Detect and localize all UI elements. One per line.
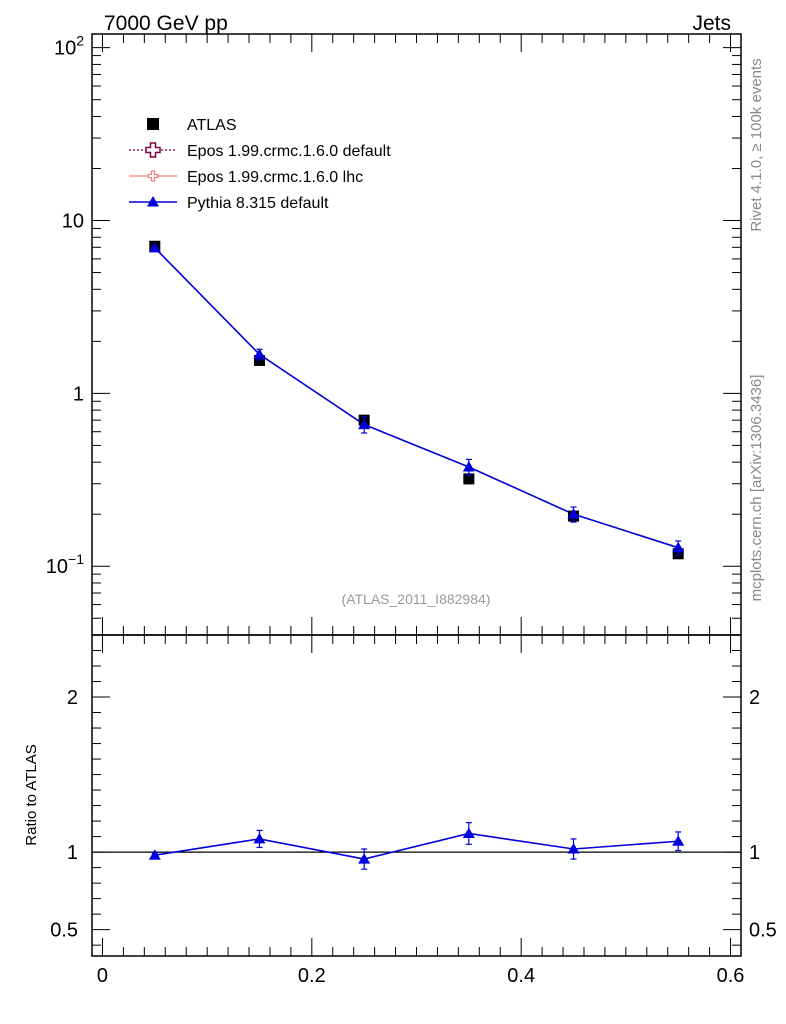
pythia-point — [462, 461, 475, 472]
ratio-ytick-label-right: 1 — [749, 842, 760, 864]
ratio-frame — [91, 634, 742, 957]
atlas-point — [463, 473, 475, 485]
main-series — [148, 240, 685, 560]
pythia-point — [358, 418, 371, 430]
legend-label: ATLAS — [187, 117, 237, 134]
header-right: Jets — [692, 12, 731, 35]
ratio-xtick-label: 0.4 — [507, 965, 535, 987]
legend-label: Pythia 8.315 default — [187, 195, 329, 212]
main-axis-ticks: 10−1 1 10 102 — [46, 33, 741, 636]
ratio-ylabel: Ratio to ATLAS — [23, 744, 40, 845]
ratio-ytick-label: 2 — [67, 687, 78, 709]
legend-label: Epos 1.99.crmc.1.6.0 lhc — [187, 169, 363, 186]
main-ytick-label: 10−1 — [46, 551, 84, 578]
ratio-pythia-point — [672, 835, 685, 846]
main-ytick-label: 102 — [54, 33, 84, 60]
legend-epos-lhc-marker — [147, 170, 159, 182]
ratio-pythia-line — [154, 832, 679, 860]
ratio-pythia-point — [253, 832, 266, 844]
ratio-xtick-label: 0.2 — [298, 965, 326, 987]
ratio-pythia-point — [462, 827, 475, 838]
main-ytick-label: 10 — [62, 211, 84, 233]
ratio-pythia-point — [358, 853, 371, 864]
legend-atlas-marker — [147, 118, 159, 130]
ratio-ytick-label: 0.5 — [50, 920, 78, 942]
pythia-point — [672, 541, 685, 553]
legend-label: Epos 1.99.crmc.1.6.0 default — [187, 143, 391, 160]
header-left: 7000 GeV pp — [104, 12, 228, 35]
ratio-ytick-label-right: 0.5 — [749, 920, 777, 942]
rivet-label: Rivet 4.1.0, ≥ 100k events — [748, 58, 765, 231]
legend: ATLAS Epos 1.99.crmc.1.6.0 default Epos 1.… — [129, 117, 391, 212]
ratio-pythia-point — [567, 843, 580, 854]
pythia-point — [148, 241, 161, 253]
ratio-xtick-label: 0.6 — [717, 965, 745, 987]
pythia-point — [253, 348, 266, 359]
ratio-ytick-label: 1 — [67, 842, 78, 864]
legend-epos-default-marker — [145, 142, 161, 158]
pythia-line — [154, 247, 679, 549]
ratio-pythia-point — [148, 849, 161, 860]
ratio-axis-ticks: 0.5 0.5 1 1 2 2 0 0.2 0.4 0.6 — [50, 634, 777, 987]
ratio-xtick-label: 0 — [97, 965, 108, 987]
analysis-label: (ATLAS_2011_I882984) — [342, 591, 491, 607]
ratio-series — [148, 822, 685, 870]
main-ytick-label: 1 — [73, 383, 84, 405]
mcplots-label: mcplots.cern.ch [arXiv:1306.3436] — [748, 375, 765, 602]
pythia-point — [567, 508, 580, 519]
ratio-ytick-label-right: 2 — [749, 687, 760, 709]
legend-pythia-marker — [147, 196, 159, 207]
